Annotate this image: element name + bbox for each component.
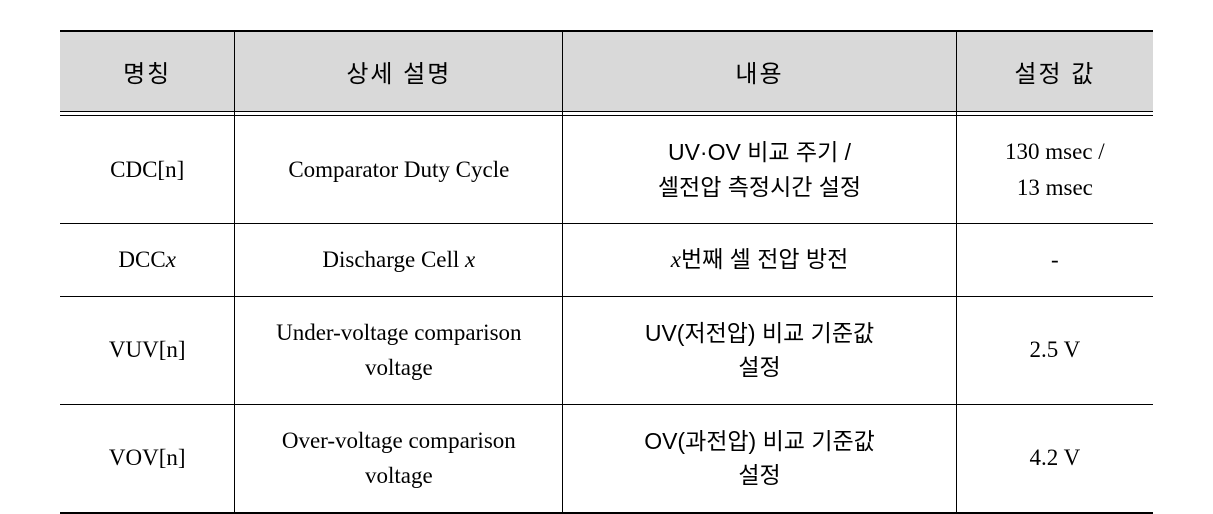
table-row: DCCx Discharge Cell x x번째 셀 전압 방전 - (60, 224, 1153, 297)
name-text: CDC[n] (110, 157, 184, 182)
name-text-pre: DCC (118, 247, 165, 272)
col-header-content: 내용 (563, 31, 956, 112)
cell-desc: Discharge Cell x (235, 224, 563, 297)
desc-text-pre: Discharge Cell (322, 247, 465, 272)
cell-value: 2.5 V (956, 296, 1153, 404)
value-text: - (1051, 247, 1059, 272)
table-row: CDC[n] Comparator Duty Cycle UV·OV 비교 주기… (60, 116, 1153, 224)
content-post: 번째 셀 전압 방전 (681, 246, 848, 272)
col-header-value: 설정 값 (956, 31, 1153, 112)
col-header-desc: 상세 설명 (235, 31, 563, 112)
content-line1: OV(과전압) 비교 기준값 (644, 428, 875, 454)
col-header-name: 명칭 (60, 31, 235, 112)
cell-content: UV·OV 비교 주기 / 셀전압 측정시간 설정 (563, 116, 956, 224)
cell-name: VOV[n] (60, 404, 235, 513)
table-header: 명칭 상세 설명 내용 설정 값 (60, 31, 1153, 112)
content-line2: 설정 (738, 354, 780, 380)
spec-table: 명칭 상세 설명 내용 설정 값 CDC[n] Comparator Duty … (60, 30, 1153, 514)
content-x: x (671, 247, 681, 272)
desc-line2: voltage (365, 463, 433, 488)
cell-name: DCCx (60, 224, 235, 297)
desc-line1: Over-voltage comparison (282, 428, 516, 453)
desc-line2: voltage (365, 355, 433, 380)
cell-desc: Comparator Duty Cycle (235, 116, 563, 224)
table-container: 명칭 상세 설명 내용 설정 값 CDC[n] Comparator Duty … (0, 0, 1213, 500)
value-text: 4.2 V (1030, 445, 1081, 470)
cell-value: 130 msec / 13 msec (956, 116, 1153, 224)
desc-text: Comparator Duty Cycle (288, 157, 509, 182)
table-row: VOV[n] Over-voltage comparison voltage O… (60, 404, 1153, 513)
cell-value: - (956, 224, 1153, 297)
name-text: VUV[n] (109, 337, 186, 362)
cell-content: x번째 셀 전압 방전 (563, 224, 956, 297)
content-line1: UV(저전압) 비교 기준값 (645, 320, 874, 346)
desc-text-x: x (465, 247, 475, 272)
name-text: VOV[n] (109, 445, 186, 470)
cell-desc: Over-voltage comparison voltage (235, 404, 563, 513)
content-line2: 설정 (738, 462, 780, 488)
desc-line1: Under-voltage comparison (276, 320, 521, 345)
cell-name: VUV[n] (60, 296, 235, 404)
value-line1: 130 msec / (1005, 139, 1105, 164)
table-body: CDC[n] Comparator Duty Cycle UV·OV 비교 주기… (60, 112, 1153, 513)
table-row: VUV[n] Under-voltage comparison voltage … (60, 296, 1153, 404)
name-text-x: x (166, 247, 176, 272)
value-line2: 13 msec (1017, 175, 1093, 200)
cell-value: 4.2 V (956, 404, 1153, 513)
header-body-separator (60, 112, 1153, 116)
cell-content: OV(과전압) 비교 기준값 설정 (563, 404, 956, 513)
cell-content: UV(저전압) 비교 기준값 설정 (563, 296, 956, 404)
content-line2: 셀전압 측정시간 설정 (658, 174, 861, 200)
cell-name: CDC[n] (60, 116, 235, 224)
value-text: 2.5 V (1030, 337, 1081, 362)
header-row: 명칭 상세 설명 내용 설정 값 (60, 31, 1153, 112)
cell-desc: Under-voltage comparison voltage (235, 296, 563, 404)
content-line1: UV·OV 비교 주기 / (668, 139, 851, 165)
